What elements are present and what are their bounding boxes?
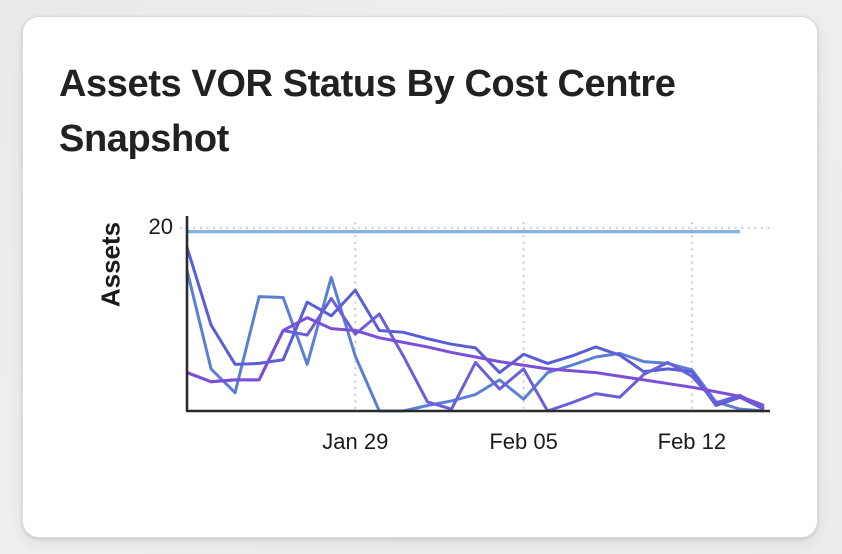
chart-series-4 [186, 316, 765, 407]
chart-series-1 [185, 269, 765, 413]
y-axis-label: Assets [95, 221, 126, 308]
line-chart: Assets 20 Jan 29 Feb 05 Feb 12 [23, 17, 817, 537]
chart-card: Assets VOR Status By Cost Centre Snapsho… [22, 16, 818, 538]
x-axis-tick-label: Jan 29 [322, 429, 389, 454]
chart-series-2 [185, 246, 765, 411]
x-axis-tick-label: Feb 05 [489, 429, 558, 454]
page-title: Assets VOR Status By Cost Centre Snapsho… [59, 63, 676, 161]
x-axis-tick-label: Feb 12 [657, 429, 727, 454]
y-axis-tick-label: 20 [148, 214, 173, 239]
chart-plot-area [180, 216, 770, 413]
